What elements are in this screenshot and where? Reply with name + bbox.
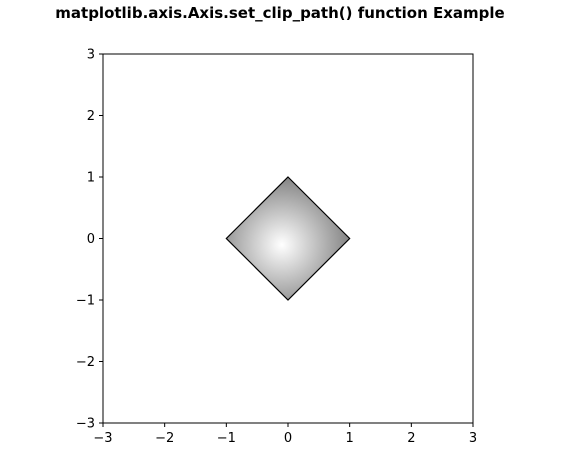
y-tick-label: 2 bbox=[87, 109, 95, 124]
diamond-shape bbox=[225, 176, 351, 301]
x-tick-label: 3 bbox=[469, 431, 477, 446]
x-tick-label: −1 bbox=[217, 431, 236, 446]
plot-area: −3 −2 −1 0 1 2 3 −3 −2 −1 0 1 2 3 bbox=[76, 48, 477, 447]
x-tick-label: −3 bbox=[93, 431, 112, 446]
y-tick-label: 0 bbox=[87, 232, 95, 247]
y-tick-label: 1 bbox=[87, 171, 95, 186]
y-tick-label: −3 bbox=[76, 417, 95, 432]
x-tick-label: 1 bbox=[346, 431, 354, 446]
y-tick-label: 3 bbox=[87, 48, 95, 63]
x-tick-label: 0 bbox=[284, 431, 292, 446]
x-tick-label: 2 bbox=[407, 431, 415, 446]
x-tick-label: −2 bbox=[155, 431, 174, 446]
y-tick-label: −1 bbox=[76, 294, 95, 309]
chart-title: matplotlib.axis.Axis.set_clip_path() fun… bbox=[55, 4, 504, 22]
y-tick-label: −2 bbox=[76, 355, 95, 370]
